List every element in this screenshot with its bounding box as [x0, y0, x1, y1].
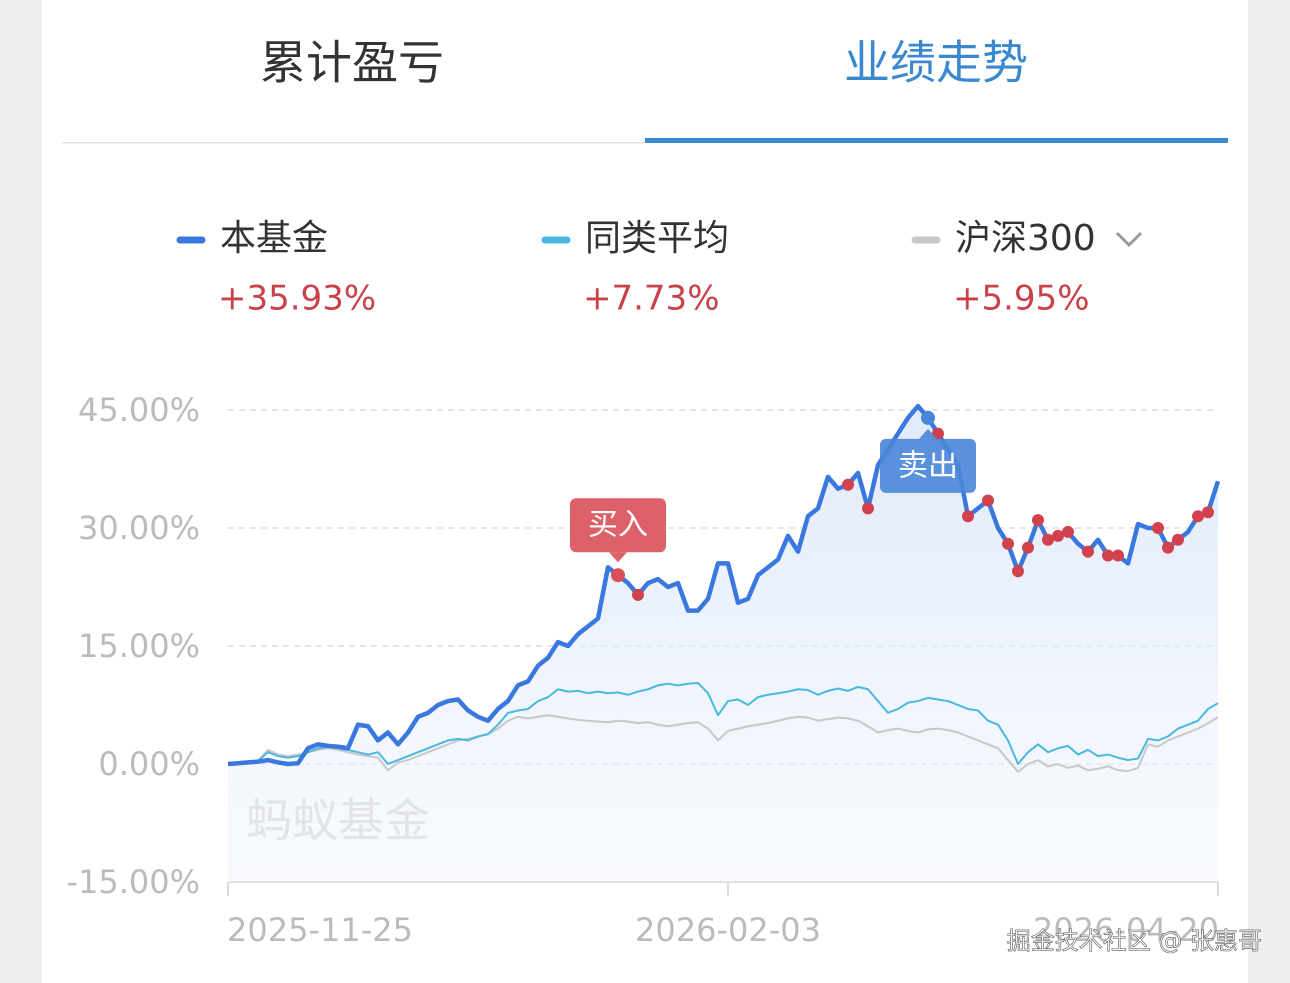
legend-label: 本基金 [220, 218, 328, 259]
x-tick-label: 2026-04-20 [1033, 911, 1219, 949]
series-line [227, 714, 1219, 773]
trade-dot [1062, 525, 1074, 538]
trade-dot [1042, 533, 1054, 546]
trade-dot [982, 494, 994, 507]
annotation-pointer [609, 552, 627, 563]
trade-dot [1172, 533, 1184, 546]
y-tick-label: -15.00% [66, 863, 200, 901]
trade-dot [1002, 537, 1014, 550]
trade-dot [1112, 549, 1124, 562]
legend-value: +35.93% [218, 279, 376, 319]
legend-label: 同类平均 [585, 218, 729, 259]
watermark: 蚂蚁基金 [246, 794, 430, 848]
trade-dot [1202, 506, 1214, 519]
series-line [227, 681, 1219, 765]
x-tick-label: 2025-11-25 [227, 911, 413, 949]
legend-label: 沪深300 [955, 218, 1096, 259]
legend-value: +7.73% [583, 279, 720, 319]
tab-active[interactable]: 业绩走势 [844, 36, 1028, 90]
trade-dot [1152, 522, 1164, 534]
trade-dot [1022, 541, 1034, 554]
x-tick-label: 2026-02-03 [635, 911, 821, 949]
annotation-box [880, 438, 976, 493]
trade-dot [1012, 565, 1024, 578]
annotation: 买入 [588, 508, 648, 543]
trade-dot [1032, 514, 1044, 527]
legend-value: +5.95% [953, 279, 1090, 319]
y-tick-label: 15.00% [78, 627, 200, 665]
trade-point [921, 410, 935, 425]
trade-dot [1192, 510, 1204, 523]
y-tick-label: 45.00% [78, 391, 200, 429]
trade-dot [1102, 549, 1114, 562]
trade-dot [962, 510, 974, 523]
footer: 掘金技术社区 @ 张惠哥 [1007, 927, 1262, 955]
trade-dot [932, 427, 944, 440]
trade-dot [632, 588, 644, 601]
trade-point [611, 568, 625, 583]
annotation: 卖出 [898, 448, 958, 483]
trade-dot [1082, 545, 1094, 558]
trade-dot [842, 478, 854, 491]
annotation-pointer [919, 428, 937, 439]
y-tick-label: 0.00% [98, 745, 200, 783]
trade-dot [1052, 529, 1064, 542]
tab-divider [62, 142, 645, 144]
annotation-box [570, 498, 666, 553]
area [228, 406, 1218, 882]
y-tick-label: 30.00% [78, 509, 200, 547]
tab[interactable]: 累计盈亏 [260, 36, 444, 90]
trade-dot [1162, 541, 1174, 554]
tab-indicator [645, 138, 1228, 143]
trade-dot [862, 502, 874, 515]
dropdown-icon [1115, 231, 1143, 248]
